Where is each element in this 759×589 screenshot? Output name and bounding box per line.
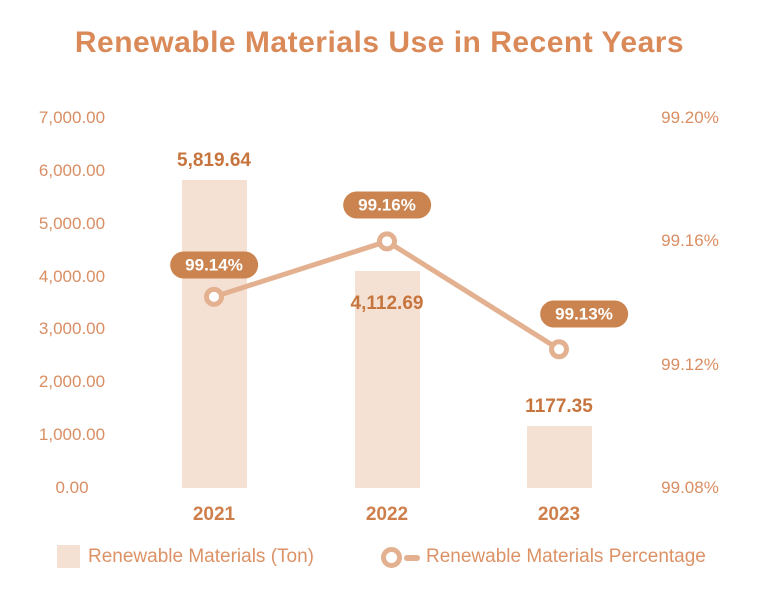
percentage-badge-2023: 99.13% — [540, 300, 628, 328]
left-axis-tick: 0.00 — [55, 478, 89, 497]
bar-value-label-2023: 1177.35 — [525, 395, 593, 417]
line-marker-2022 — [377, 231, 397, 252]
right-axis-tick: 99.20% — [661, 108, 719, 127]
x-axis-label-2022: 2022 — [365, 504, 409, 525]
left-axis-tick: 7,000.00 — [38, 108, 106, 127]
legend-label-renewable-materials-percentage: Renewable Materials Percentage — [426, 546, 706, 567]
bar-2023 — [526, 425, 592, 488]
percentage-badge-2022: 99.16% — [343, 191, 431, 219]
left-axis-tick: 6,000.00 — [38, 160, 106, 180]
left-axis-tick: 5,000.00 — [38, 213, 106, 233]
legend-line-marker-icon — [381, 547, 402, 568]
bar-2021 — [181, 180, 247, 488]
x-axis-label-2023: 2023 — [537, 504, 581, 525]
right-axis-tick: 99.16% — [661, 231, 719, 251]
right-axis-tick: 99.12% — [661, 354, 719, 374]
chart-legend: Renewable Materials (Ton) Renewable Mate… — [0, 543, 759, 573]
line-marker-2023 — [549, 339, 569, 360]
chart-title: Renewable Materials Use in Recent Years — [74, 26, 685, 59]
left-axis-tick: 2,000.00 — [38, 372, 106, 392]
x-axis-label-2021: 2021 — [192, 504, 236, 525]
left-axis-tick: 4,000.00 — [38, 266, 106, 286]
left-axis-tick: 3,000.00 — [38, 319, 106, 339]
legend-line-dash-icon — [404, 554, 420, 561]
percentage-badge-2021: 99.14% — [170, 251, 258, 279]
plot-area: 7,000.00 6,000.00 5,000.00 4,000.00 3,000.00… — [38, 108, 719, 525]
bar-value-label-2021: 5,819.64 — [177, 150, 251, 172]
left-axis-tick: 1,000.00 — [38, 425, 106, 445]
legend-label-renewable-materials-ton: Renewable Materials (Ton) — [88, 546, 314, 567]
legend-bar-swatch-icon — [57, 545, 80, 568]
bar-value-label-2022: 4,112.69 — [350, 292, 424, 314]
right-axis-tick: 99.08% — [661, 478, 719, 497]
